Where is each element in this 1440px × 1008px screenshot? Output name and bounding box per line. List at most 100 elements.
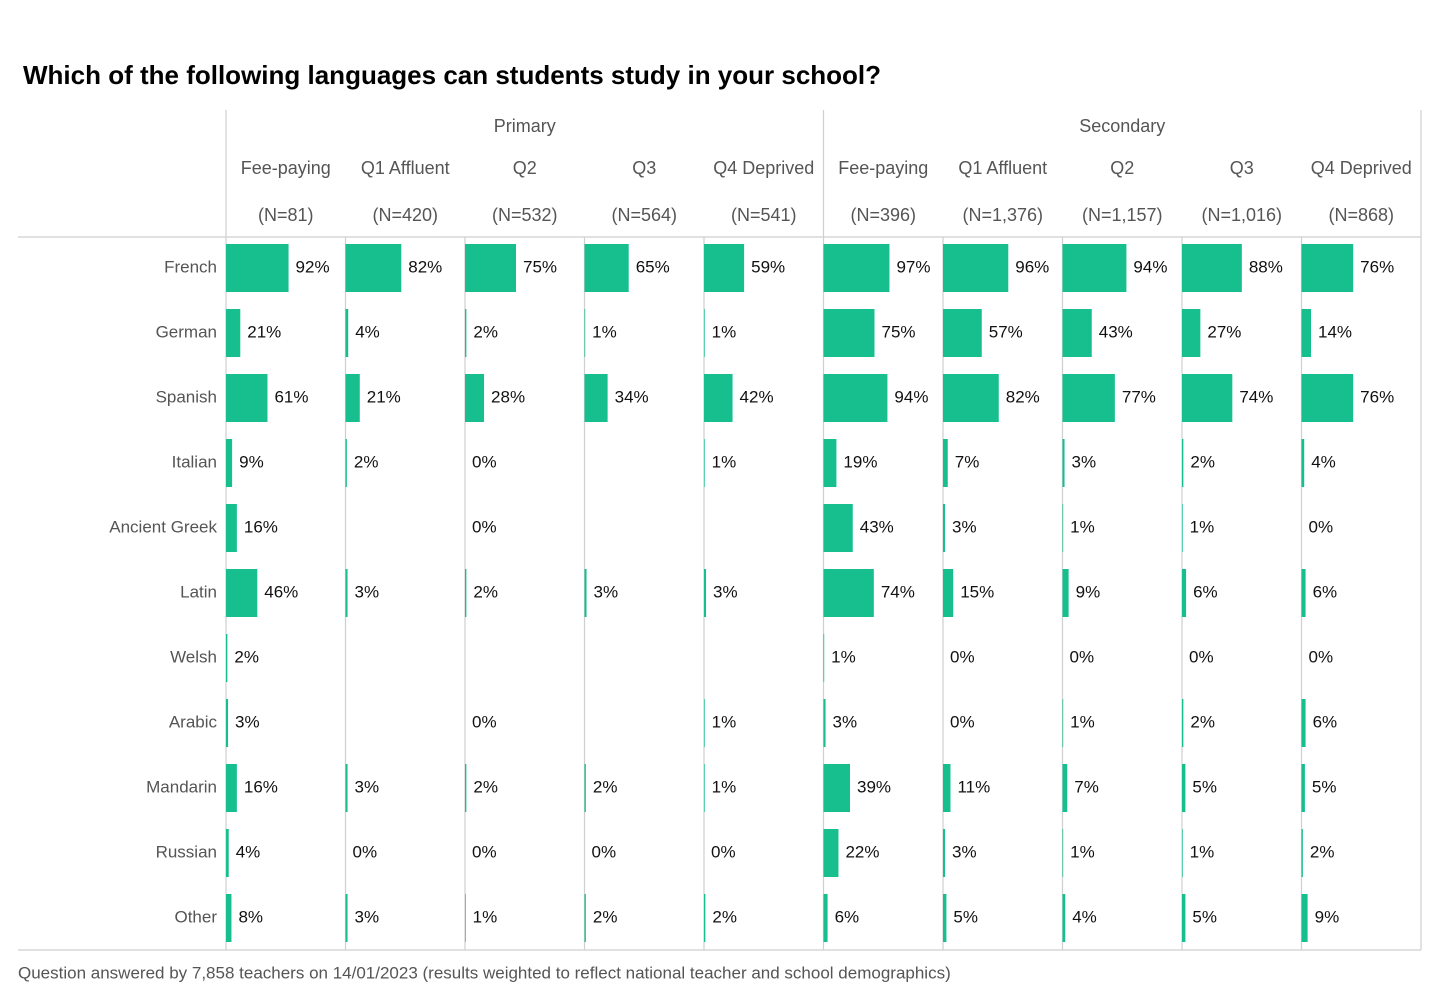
value-label: 6% <box>1313 582 1338 601</box>
bar <box>943 244 1009 292</box>
value-label: 3% <box>952 517 977 536</box>
value-label: 2% <box>593 907 618 926</box>
bar <box>704 569 707 617</box>
bar <box>943 829 946 877</box>
value-label: 9% <box>1076 582 1101 601</box>
value-label: 88% <box>1249 257 1283 276</box>
bar <box>584 309 586 357</box>
bar <box>584 569 587 617</box>
bar <box>823 244 890 292</box>
value-label: 2% <box>234 647 259 666</box>
value-label: 11% <box>957 777 990 796</box>
value-label: 1% <box>473 907 498 926</box>
value-label: 0% <box>1309 517 1334 536</box>
column-label: Q2 <box>513 158 537 178</box>
value-label: 43% <box>1099 322 1133 341</box>
value-label: 1% <box>831 647 856 666</box>
value-label: 0% <box>472 712 497 731</box>
bar <box>943 439 948 487</box>
bar <box>1182 764 1186 812</box>
value-label: 3% <box>833 712 858 731</box>
bar <box>345 309 349 357</box>
value-label: 0% <box>472 842 497 861</box>
bar <box>1182 309 1201 357</box>
value-label: 3% <box>713 582 738 601</box>
bar <box>465 244 516 292</box>
bar <box>704 439 705 487</box>
bar <box>1062 309 1092 357</box>
row-label: Italian <box>172 452 217 471</box>
value-label: 4% <box>1072 907 1097 926</box>
bar <box>226 374 268 422</box>
bar <box>1062 699 1064 747</box>
bar <box>226 244 289 292</box>
value-label: 15% <box>960 582 994 601</box>
column-n: (N=396) <box>850 205 916 225</box>
bar <box>1182 569 1187 617</box>
bar <box>465 569 467 617</box>
bar <box>704 244 745 292</box>
bar <box>1062 569 1069 617</box>
value-label: 5% <box>1312 777 1337 796</box>
value-label: 2% <box>593 777 618 796</box>
value-label: 27% <box>1207 322 1241 341</box>
value-label: 5% <box>953 907 978 926</box>
column-n: (N=564) <box>611 205 677 225</box>
value-label: 3% <box>355 907 380 926</box>
footnote: Question answered by 7,858 teachers on 1… <box>18 963 951 982</box>
bar <box>1182 894 1186 942</box>
row-label: Mandarin <box>146 777 217 796</box>
column-n: (N=1,376) <box>962 205 1043 225</box>
value-label: 94% <box>1133 257 1167 276</box>
row-label: Spanish <box>156 387 217 406</box>
value-label: 1% <box>1070 517 1095 536</box>
column-label: Fee-paying <box>241 158 331 178</box>
bar <box>1182 374 1233 422</box>
value-label: 2% <box>473 777 498 796</box>
value-label: 43% <box>860 517 894 536</box>
bar <box>1301 699 1306 747</box>
bar <box>943 309 982 357</box>
bar <box>823 439 837 487</box>
bar <box>1301 894 1308 942</box>
bar <box>1062 764 1068 812</box>
bar <box>584 374 608 422</box>
row-label: French <box>164 257 217 276</box>
value-label: 61% <box>274 387 308 406</box>
value-label: 97% <box>896 257 930 276</box>
bar <box>1182 829 1183 877</box>
value-label: 0% <box>592 842 617 861</box>
value-label: 4% <box>1311 452 1336 471</box>
row-label: Welsh <box>170 647 217 666</box>
bar <box>704 374 733 422</box>
bar <box>704 699 705 747</box>
value-label: 3% <box>235 712 260 731</box>
bar <box>1062 374 1115 422</box>
value-label: 1% <box>712 452 737 471</box>
column-n: (N=420) <box>372 205 438 225</box>
value-label: 0% <box>1189 647 1214 666</box>
bar <box>1301 374 1354 422</box>
value-label: 4% <box>355 322 380 341</box>
column-label: Q4 Deprived <box>1311 158 1412 178</box>
bar <box>1301 439 1305 487</box>
value-label: 6% <box>1193 582 1218 601</box>
value-label: 0% <box>1309 647 1334 666</box>
column-label: Q3 <box>632 158 656 178</box>
bar <box>1182 699 1184 747</box>
value-label: 1% <box>712 322 737 341</box>
value-label: 6% <box>835 907 860 926</box>
value-label: 2% <box>354 452 379 471</box>
value-label: 0% <box>1070 647 1095 666</box>
value-label: 59% <box>751 257 785 276</box>
value-label: 82% <box>408 257 442 276</box>
bar <box>704 764 705 812</box>
value-label: 19% <box>843 452 877 471</box>
value-label: 0% <box>472 452 497 471</box>
column-label: Q2 <box>1110 158 1134 178</box>
bar <box>226 309 241 357</box>
value-label: 77% <box>1122 387 1156 406</box>
bar <box>226 894 232 942</box>
value-label: 46% <box>264 582 298 601</box>
